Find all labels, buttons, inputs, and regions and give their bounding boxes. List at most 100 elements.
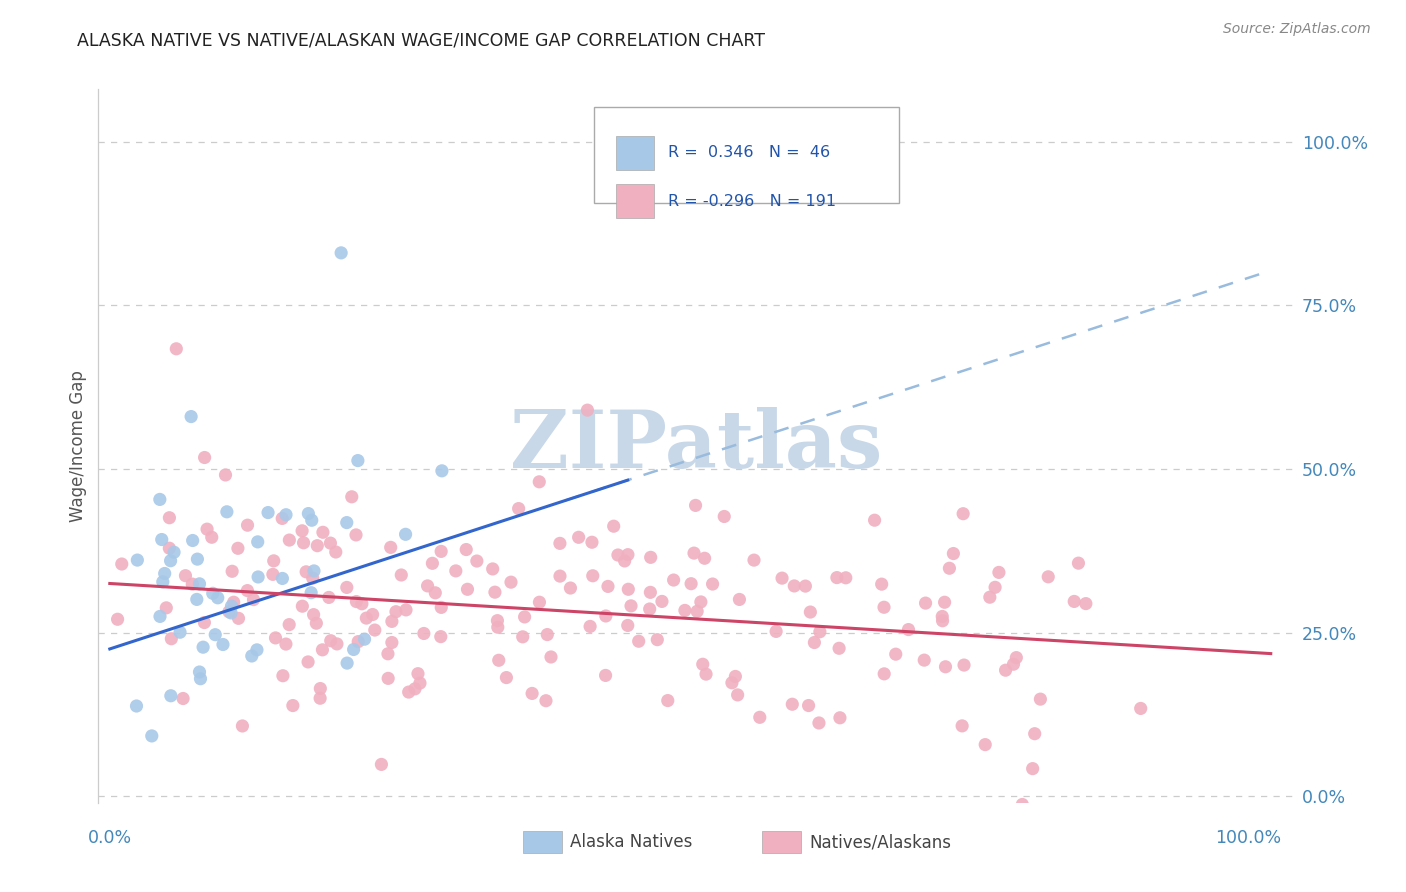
Point [984,580,1007,594]
Point [157,541,180,556]
Point [312,525,335,540]
Point [620,599,643,613]
Point [152,574,174,589]
Point [181,577,204,591]
Point [165,342,187,356]
Point [221,564,243,578]
Point [799,605,821,619]
Point [381,635,404,649]
Point [1011,797,1033,812]
Point [430,464,453,478]
Point [702,577,724,591]
Point [353,632,375,647]
Point [794,579,817,593]
Point [226,541,249,556]
Point [125,698,148,713]
Point [803,635,825,649]
Point [186,592,208,607]
Point [246,643,269,657]
Point [274,637,297,651]
Point [377,647,399,661]
Point [835,571,858,585]
Point [301,571,323,585]
Point [398,685,420,699]
Point [149,609,172,624]
Point [673,603,696,617]
Point [912,653,935,667]
Point [495,671,517,685]
Point [188,665,211,679]
Point [301,513,323,527]
Text: Natives/Alaskans: Natives/Alaskans [810,833,952,851]
Point [638,602,661,616]
Point [159,554,181,568]
Point [409,676,432,690]
Point [214,467,236,482]
Point [257,506,280,520]
Point [512,630,534,644]
Point [153,566,176,581]
Point [309,691,332,706]
Point [444,564,467,578]
Point [204,628,226,642]
Point [181,533,204,548]
Point [297,655,319,669]
Point [568,530,591,544]
Point [381,615,404,629]
Point [430,600,453,615]
FancyBboxPatch shape [616,136,654,169]
Point [262,567,284,582]
Point [1021,762,1043,776]
Point [186,552,208,566]
Point [488,653,510,667]
Point [596,579,619,593]
Point [486,620,509,634]
Point [534,694,557,708]
FancyBboxPatch shape [595,107,900,203]
Point [1038,570,1060,584]
Point [825,571,848,585]
Point [163,545,186,559]
Point [953,658,976,673]
Point [160,632,183,646]
Point [721,675,744,690]
Point [404,681,426,696]
Point [385,605,408,619]
FancyBboxPatch shape [762,831,801,853]
Point [873,600,896,615]
Point [931,609,953,624]
Point [246,534,269,549]
Point [897,623,920,637]
Point [1074,597,1097,611]
Point [797,698,820,713]
Point [508,501,530,516]
Point [236,583,259,598]
Point [395,603,418,617]
Point [141,729,163,743]
Point [685,499,707,513]
Point [640,550,662,565]
Point [305,616,328,631]
Point [215,505,238,519]
Point [645,632,668,647]
Point [863,513,886,527]
Point [190,672,212,686]
Point [613,554,636,568]
Point [201,586,224,600]
Point [236,518,259,533]
Text: Alaska Natives: Alaska Natives [571,833,693,851]
Point [974,738,997,752]
Point [686,604,709,618]
Point [513,610,536,624]
Point [271,571,294,585]
Point [193,615,215,630]
Point [174,568,197,582]
Point [212,638,235,652]
Point [724,669,747,683]
Point [299,585,322,599]
Point [456,542,478,557]
Point [157,510,180,524]
Point [770,571,793,585]
Point [934,660,956,674]
Point [149,492,172,507]
